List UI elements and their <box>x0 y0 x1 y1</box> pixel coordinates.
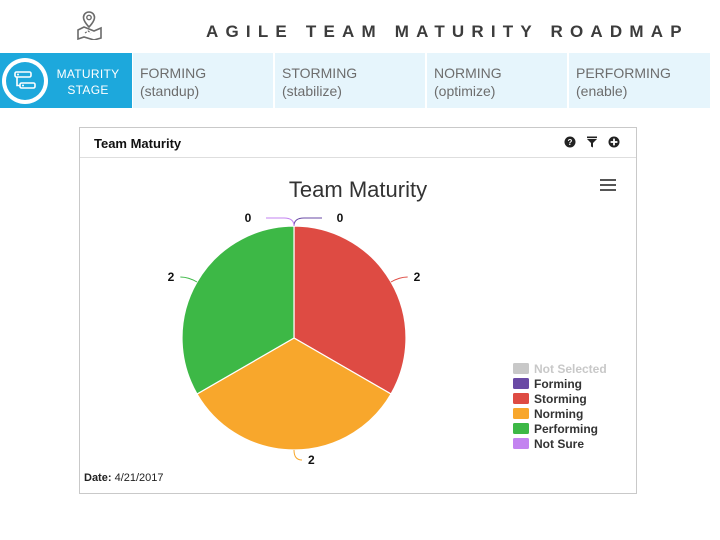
data-label-connector <box>266 217 295 227</box>
data-label-connector <box>293 449 303 461</box>
map-pin-icon <box>77 11 102 40</box>
pie-slice-performing[interactable] <box>181 225 295 395</box>
stage-forming[interactable]: FORMING (standup) <box>133 53 273 108</box>
add-icon[interactable] <box>608 136 620 148</box>
stage-description: (enable) <box>576 83 628 99</box>
pie-slice-norming[interactable] <box>196 337 392 451</box>
current-stage-label: MATURITY STAGE <box>56 67 120 97</box>
legend-label: Performing <box>534 422 598 436</box>
maturity-stage-bar: MATURITY STAGE FORMING (standup) STORMIN… <box>0 53 710 108</box>
data-label-norming: 2 <box>308 453 315 467</box>
stage-name: FORMING <box>140 65 207 81</box>
data-label-connector <box>180 276 198 283</box>
data-label-performing: 2 <box>168 270 175 284</box>
stage-norming[interactable]: NORMING (optimize) <box>427 53 567 108</box>
chart-title: Team Maturity <box>289 177 427 202</box>
data-label-storming: 2 <box>414 270 421 284</box>
stage-storming[interactable]: STORMING (stabilize) <box>275 53 425 108</box>
legend-item-not-selected[interactable]: Not Selected <box>513 362 607 376</box>
team-maturity-pie-chart: Team Maturity 2 2 2 0 0 Not SelectedFormingS… <box>168 177 607 467</box>
date-line: Date: 4/21/2017 <box>84 472 164 484</box>
data-label-forming: 0 <box>337 211 344 225</box>
legend-item-storming[interactable]: Storming <box>513 392 587 406</box>
legend-swatch <box>513 393 529 404</box>
stage-description: (optimize) <box>434 83 496 99</box>
data-label-connector <box>390 276 408 283</box>
stage-icon-badge <box>2 58 48 104</box>
filter-icon[interactable] <box>586 136 598 148</box>
date-label: Date: <box>84 472 112 484</box>
legend-item-performing[interactable]: Performing <box>513 422 598 436</box>
current-stage-tab[interactable]: MATURITY STAGE <box>0 53 132 108</box>
panel-title: Team Maturity <box>94 136 182 151</box>
legend-item-not-sure[interactable]: Not Sure <box>513 437 584 451</box>
stage-name: PERFORMING <box>576 65 671 81</box>
legend-swatch <box>513 423 529 434</box>
stage-performing[interactable]: PERFORMING (enable) <box>569 53 710 108</box>
legend-swatch <box>513 378 529 389</box>
stage-description: (stabilize) <box>282 83 342 99</box>
hamburger-menu-icon[interactable] <box>600 179 616 193</box>
legend-label: Forming <box>534 377 582 391</box>
page-title: AGILE TEAM MATURITY ROADMAP <box>206 22 689 41</box>
help-icon[interactable]: ? <box>564 136 576 148</box>
data-label-connector <box>293 217 322 227</box>
legend-swatch <box>513 438 529 449</box>
legend-label: Norming <box>534 407 583 421</box>
legend-swatch <box>513 408 529 419</box>
flow-chart-icon <box>14 71 36 89</box>
stage-description: (standup) <box>140 83 200 99</box>
legend-item-norming[interactable]: Norming <box>513 407 583 421</box>
legend-item-forming[interactable]: Forming <box>513 377 582 391</box>
team-maturity-panel: Team Maturity ? Team Maturity 2 2 2 0 0 Not … <box>79 127 637 494</box>
pie-slice-storming[interactable] <box>293 225 407 395</box>
date-value: 4/21/2017 <box>114 472 164 484</box>
stage-name: NORMING <box>434 65 502 81</box>
stage-name: STORMING <box>282 65 358 81</box>
panel-header: Team Maturity ? <box>80 128 636 158</box>
svg-text:?: ? <box>568 138 573 147</box>
title-bar: AGILE TEAM MATURITY ROADMAP <box>0 0 720 52</box>
legend-label: Storming <box>534 392 587 406</box>
legend-label: Not Selected <box>534 362 607 376</box>
legend-swatch <box>513 363 529 374</box>
data-label-not-sure: 0 <box>245 211 252 225</box>
legend-label: Not Sure <box>534 437 584 451</box>
